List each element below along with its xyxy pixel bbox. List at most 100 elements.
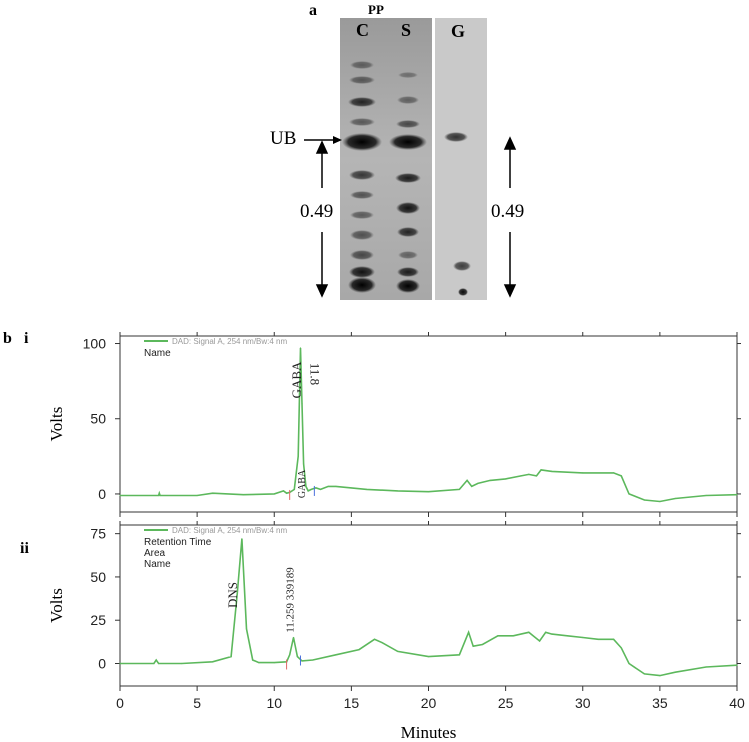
panel-ii-data-point	[397, 650, 399, 652]
panel-ii-data-point	[512, 635, 514, 637]
panel-i-series-line	[120, 347, 738, 503]
panel-ii-data-point	[236, 593, 238, 595]
panel-ii-data-point	[674, 671, 676, 673]
pp-label: PP	[368, 2, 384, 17]
lane-g-spots	[444, 132, 471, 296]
panel-ii-data-point	[296, 655, 298, 658]
panel-ii-legend-text: DAD: Signal A, 254 nm/Bw:4 nm	[172, 526, 288, 535]
ub-label: UB	[270, 128, 297, 149]
panel-ii-xtick-label: 0	[116, 695, 124, 711]
panel-ii-data-point	[659, 675, 661, 677]
panel-ii-data-point	[155, 659, 157, 661]
panel-i-data-point	[119, 494, 121, 497]
panel-ii-xtick-label: 40	[729, 695, 745, 711]
panel-ii-data-point	[181, 662, 183, 665]
panel-i-data-point	[273, 493, 275, 495]
panel-ii-legend-field: Area	[144, 548, 166, 559]
panel-ii-data-point	[312, 659, 314, 661]
panel-i-data-point	[301, 403, 303, 405]
panel-i-data-point	[310, 488, 312, 491]
panel-ii-data-point	[252, 659, 254, 661]
panel-ii-data-point	[245, 628, 248, 630]
panel-ii-legend-field: Name	[144, 559, 171, 570]
panel-ii-peak-annotation: DNS	[225, 582, 240, 608]
panel-i-data-point	[535, 475, 538, 477]
panel-i-data-point	[307, 490, 309, 492]
panel-i-data-point	[458, 488, 460, 491]
panel-i-ylabel: Volts	[47, 407, 66, 442]
panel-ii-data-point	[292, 636, 295, 639]
panel-ii-data-point	[289, 654, 291, 656]
panel-i-data-point	[366, 488, 368, 491]
panel-i-peak-annotation: GABA	[289, 361, 304, 398]
panel-i-data-point	[335, 485, 337, 488]
panel-i-data-point	[315, 487, 317, 489]
rf-left-arrow	[315, 140, 329, 298]
panel-ii-data-point	[538, 640, 541, 642]
panel-i-data-point	[397, 490, 399, 492]
panel-i-data-point	[489, 479, 491, 482]
panel-ii-data-point	[301, 660, 303, 662]
panel-i-data-point	[659, 500, 661, 503]
panel-ii-data-point	[427, 655, 430, 658]
panel-ii-data-point	[620, 647, 622, 649]
panel-ii-ytick-label: 25	[90, 612, 106, 628]
panel-i-peak-annotation: 11.8	[307, 363, 322, 385]
panel-ii-data-point	[643, 673, 646, 675]
panel-ii-data-point	[736, 664, 738, 666]
panel-ii-data-point	[566, 635, 568, 637]
rf-left-label: 0.49	[300, 201, 334, 222]
panel-i-data-point	[282, 490, 285, 492]
panel-i-data-point	[159, 494, 161, 497]
panel-ii-xtick-label: 5	[193, 695, 201, 711]
panel-i-ytick-label: 0	[98, 486, 106, 502]
panel-ii-data-point	[468, 631, 470, 633]
tlc-plate	[304, 18, 517, 300]
panel-b-sub-i: i	[24, 330, 29, 347]
panel-i-data-point	[613, 472, 615, 474]
panel-i-data-point	[551, 470, 553, 472]
rf-right-label: 0.49	[491, 201, 525, 222]
panel-ii-data-point	[458, 654, 460, 656]
lane-label-g: G	[451, 21, 466, 41]
panel-i-data-point	[471, 485, 473, 488]
panel-i-data-point	[427, 491, 430, 493]
panel-i-data-point	[643, 499, 646, 501]
panel-i-data-point	[305, 485, 307, 488]
panel-i-data-point	[705, 494, 707, 497]
panel-i-data-point	[736, 494, 738, 496]
panel-i-data-point	[299, 347, 302, 349]
panel-i-data-point	[620, 475, 622, 477]
panel-ii-data-point	[613, 638, 615, 640]
panel-b-letter: b	[3, 330, 12, 347]
panel-ii-data-point	[358, 649, 360, 651]
lane-label-s: S	[401, 20, 412, 40]
panel-i-data-point	[582, 472, 584, 474]
panel-ii-data-point	[705, 666, 707, 668]
panel-ii-data-point	[211, 661, 214, 663]
panel-ii-data-point	[230, 655, 232, 658]
lane-label-c: C	[356, 20, 369, 40]
panel-i-data-point	[327, 485, 329, 488]
panel-ii-data-point	[582, 636, 584, 639]
panel-ii-data-point	[528, 631, 530, 633]
panel-i-data-point	[505, 478, 507, 480]
panel-ii-peak-annotation: 11.259 339189	[285, 567, 297, 633]
rf-right-arrow	[503, 136, 517, 298]
panel-i-data-point	[628, 493, 630, 495]
panel-ii-data-point	[545, 631, 547, 633]
panel-ii-data-point	[258, 662, 260, 664]
panel-ii-data-point	[628, 662, 630, 665]
lane-s-spots	[389, 72, 427, 293]
panel-ii-ytick-label: 0	[98, 655, 106, 671]
panel-ii-data-point	[381, 642, 383, 644]
panel-i-data-point	[157, 494, 160, 497]
panel-ii-legend-field: Retention Time	[144, 537, 212, 548]
panel-ii-data-point	[335, 654, 337, 656]
panel-ii-xtick-label: 30	[575, 695, 591, 711]
panel-i-ytick-label: 50	[90, 411, 106, 427]
panel-i-legend-text: DAD: Signal A, 254 nm/Bw:4 nm	[172, 337, 288, 346]
panel-i-data-point	[520, 475, 522, 477]
panel-ii-xtick-label: 35	[652, 695, 668, 711]
panel-i-ytick-label: 100	[83, 336, 107, 352]
